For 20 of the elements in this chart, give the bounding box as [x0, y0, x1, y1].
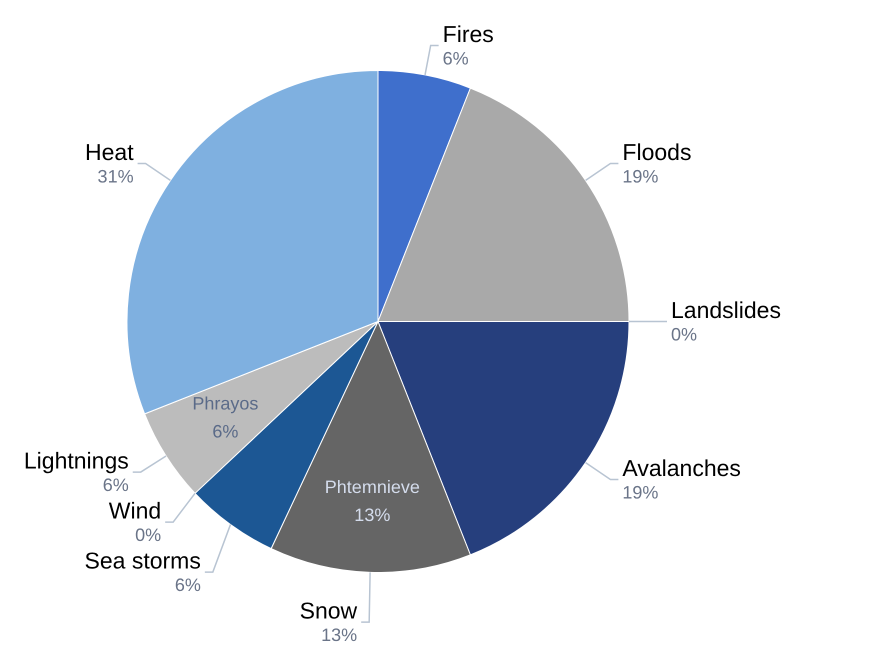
data-label: 6% [174, 575, 201, 596]
text: Phrayos 6% [192, 393, 258, 442]
text: 0% [671, 324, 698, 344]
text: 0% [135, 525, 162, 546]
data-label: 6% [102, 475, 129, 496]
legend-label: Landslides [671, 296, 781, 323]
slice-label: Fires [442, 20, 494, 47]
data-label: 6% [442, 48, 469, 68]
data-label: 19% [622, 166, 658, 187]
data-label: 13% [321, 625, 358, 646]
data-label: 31% [98, 166, 134, 187]
text: Phtemnieve 13% [324, 477, 420, 526]
data-label: 19% [622, 482, 658, 502]
slice-label: Floods [622, 138, 692, 165]
slice-label: Snow [300, 597, 358, 624]
slice-label: Sea storms [84, 547, 201, 574]
category-label: Wind [108, 497, 162, 524]
slice-label: Lightnings [24, 447, 129, 474]
slice-label: Heat [84, 138, 134, 165]
slice-label: Avalanches [622, 454, 741, 481]
